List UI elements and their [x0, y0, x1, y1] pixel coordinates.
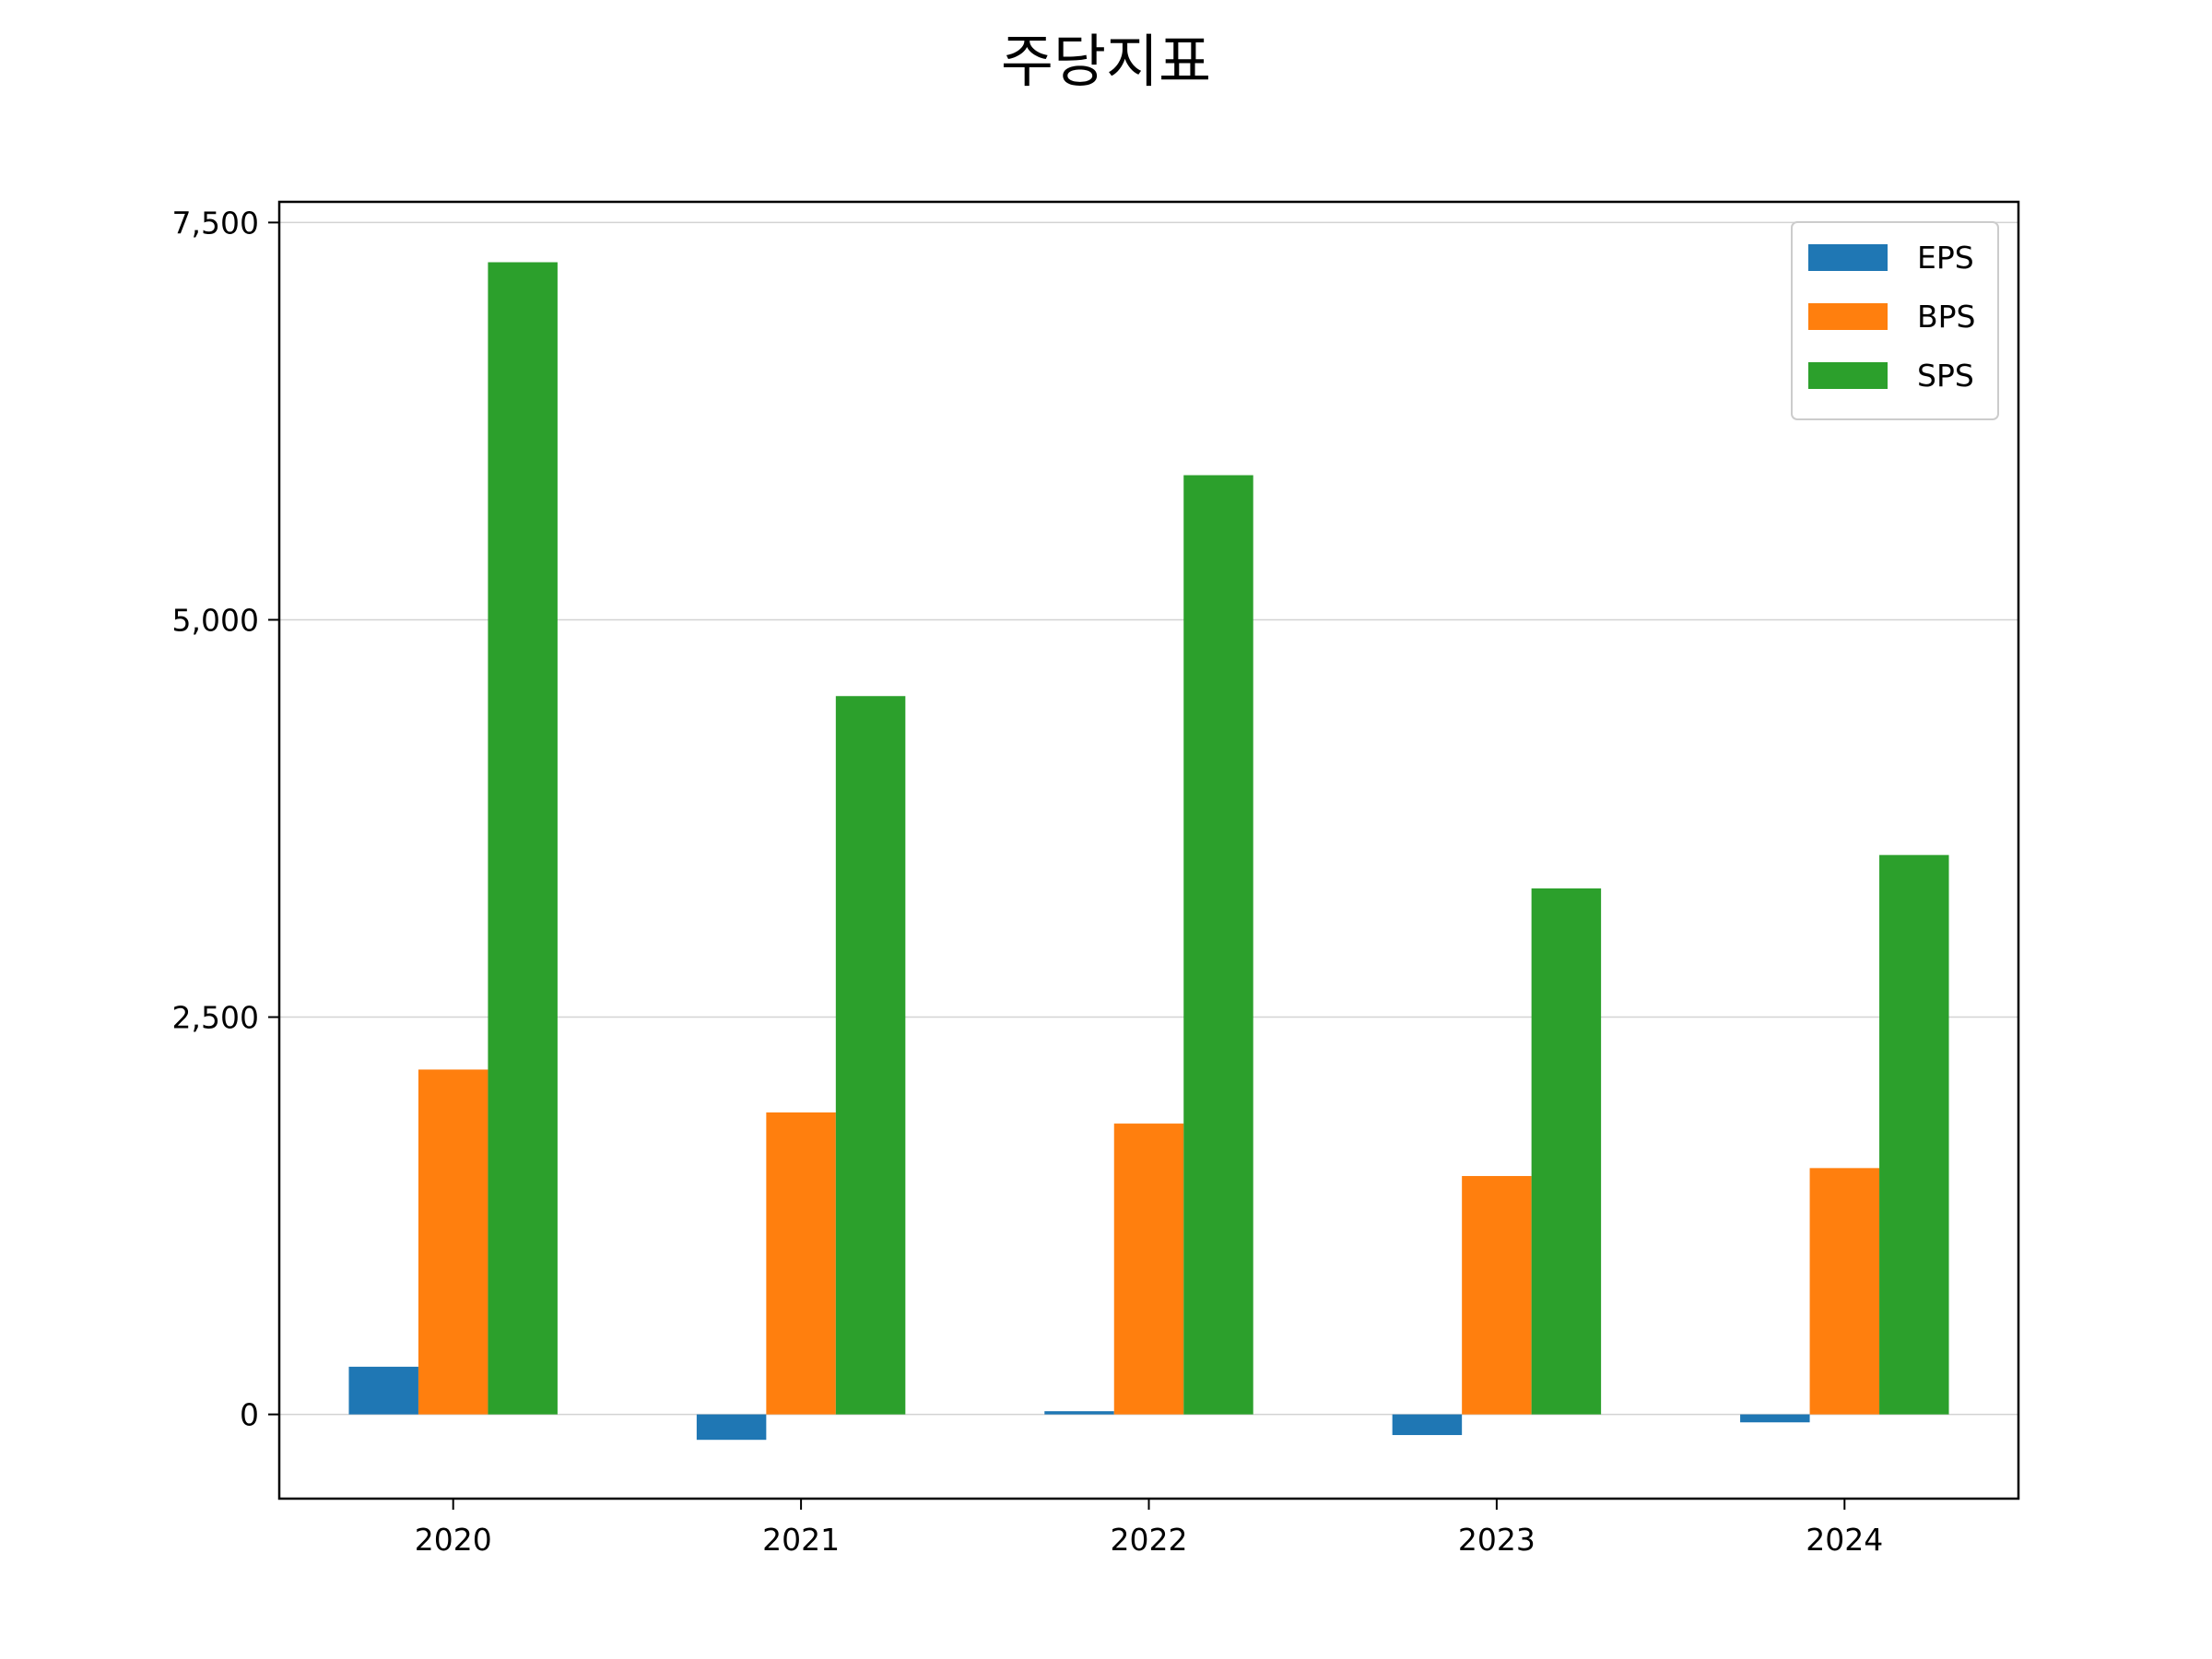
legend-label-bps: BPS — [1917, 299, 1976, 335]
bar-eps-2020 — [348, 1366, 418, 1415]
x-tick-label-2020: 2020 — [415, 1522, 492, 1558]
bar-eps-2021 — [696, 1414, 767, 1441]
legend-label-eps: EPS — [1917, 240, 1974, 276]
bar-sps-2020 — [488, 262, 558, 1415]
x-tick-label-2023: 2023 — [1458, 1522, 1535, 1558]
x-tick-label-2021: 2021 — [762, 1522, 840, 1558]
bar-eps-2023 — [1392, 1414, 1463, 1436]
x-axis-ticks: 2020 2021 2022 2023 2024 — [415, 1499, 1883, 1558]
x-tick-label-2024: 2024 — [1806, 1522, 1883, 1558]
bar-bps-2021 — [766, 1112, 836, 1415]
y-axis-ticks: 0 2,500 5,000 7,500 — [172, 205, 279, 1433]
bar-eps-2022 — [1044, 1411, 1114, 1415]
bar-bps-2022 — [1113, 1124, 1184, 1415]
x-tick-label-2022: 2022 — [1111, 1522, 1188, 1558]
bar-bps-2023 — [1462, 1175, 1532, 1415]
chart-title: 주당지표 — [1001, 28, 1211, 95]
y-tick-label-0: 0 — [240, 1397, 259, 1433]
gridlines — [279, 221, 2018, 1416]
bar-sps-2024 — [1879, 854, 1949, 1415]
bar-bps-2020 — [418, 1069, 488, 1415]
bar-eps-2024 — [1740, 1414, 1810, 1423]
legend-swatch-sps — [1808, 362, 1888, 389]
legend-swatch-bps — [1808, 303, 1888, 330]
bars — [348, 262, 1949, 1441]
legend-label-sps: SPS — [1917, 358, 1974, 394]
y-tick-label-3: 7,500 — [172, 205, 259, 241]
y-tick-label-1: 2,500 — [172, 1000, 259, 1036]
y-tick-label-2: 5,000 — [172, 602, 259, 638]
legend: EPS BPS SPS — [1791, 221, 1999, 420]
bar-sps-2021 — [835, 696, 906, 1415]
bar-sps-2022 — [1183, 475, 1253, 1415]
legend-swatch-eps — [1808, 244, 1888, 271]
bar-bps-2024 — [1809, 1168, 1880, 1415]
bar-sps-2023 — [1531, 888, 1602, 1415]
